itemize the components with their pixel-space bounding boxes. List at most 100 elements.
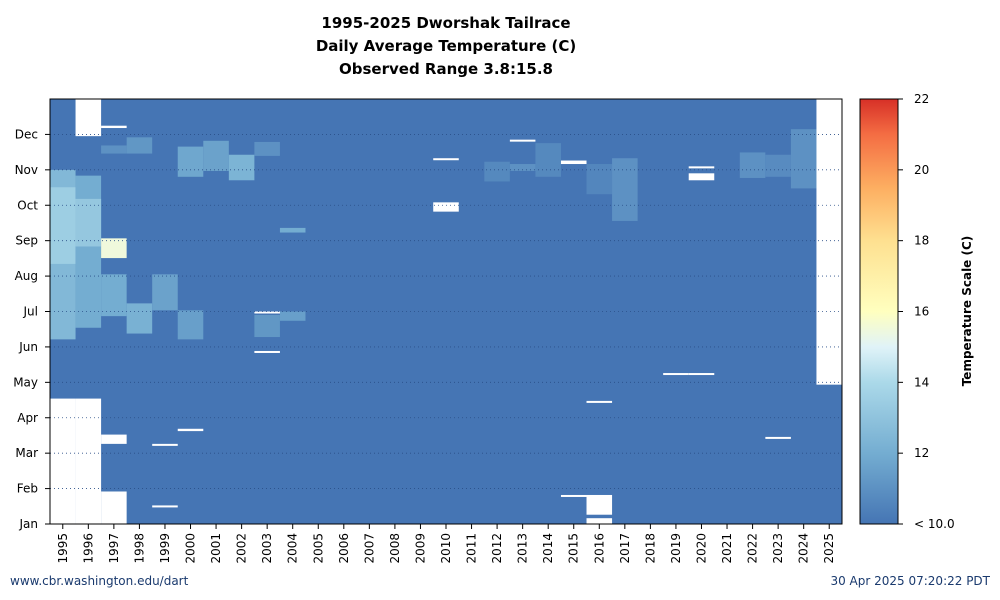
heatmap-band: [279, 227, 306, 233]
x-tick-label: 2014: [541, 533, 555, 564]
x-tick-label: 2017: [618, 533, 632, 564]
x-tick-label: 2007: [362, 533, 376, 564]
x-tick-label: 1996: [81, 533, 95, 564]
y-tick-label: Jul: [23, 305, 38, 319]
colorbar-tick-label: 18: [914, 234, 929, 248]
x-tick-label: 1999: [158, 533, 172, 564]
x-tick-label: 2008: [388, 533, 402, 564]
heatmap-band: [101, 145, 127, 154]
missing-data-cell: [765, 436, 791, 439]
heatmap-band: [586, 164, 613, 195]
heatmap-band: [254, 314, 280, 338]
missing-data-cell: [433, 202, 459, 212]
x-tick-label: 2023: [771, 533, 785, 564]
heatmap-band: [279, 311, 306, 321]
y-tick-label: Oct: [17, 198, 38, 212]
missing-data-cell: [75, 398, 102, 524]
heatmap-band: [101, 274, 127, 317]
x-tick-label: 2011: [465, 533, 479, 564]
colorbar: [859, 98, 899, 525]
missing-data-cell: [586, 494, 613, 515]
heatmap-band: [484, 161, 510, 182]
y-tick-label: Mar: [15, 446, 38, 460]
missing-data-cell: [177, 428, 204, 432]
missing-data-cell: [101, 125, 127, 129]
x-tick-label: 1995: [56, 533, 70, 564]
missing-data-cell: [560, 494, 587, 497]
x-tick-label: 2024: [797, 533, 811, 564]
heatmap-band: [509, 164, 536, 171]
heatmap-band: [101, 238, 127, 259]
x-tick-label: 2003: [260, 533, 274, 564]
title-line-3: Observed Range 3.8:15.8: [339, 60, 553, 78]
missing-data-cell: [688, 173, 715, 181]
heatmap-band: [177, 310, 204, 340]
missing-data-cell: [75, 99, 102, 137]
missing-data-cell: [586, 400, 613, 403]
x-tick-label: 2022: [746, 533, 760, 564]
colorbar-tick-label: 16: [914, 305, 929, 319]
missing-data-cell: [101, 434, 127, 444]
colorbar-tick-label: 12: [914, 446, 929, 460]
y-tick-label: Jan: [19, 517, 39, 531]
heatmap-band: [152, 274, 178, 311]
x-tick-label: 1998: [132, 533, 146, 564]
chart-title: 1995-2025 Dworshak Tailrace Daily Averag…: [50, 12, 842, 81]
y-tick-label: Feb: [17, 482, 38, 496]
x-tick-label: 2015: [567, 533, 581, 564]
missing-data-cell: [816, 99, 842, 385]
heatmap-band: [228, 154, 255, 181]
heatmap-band: [203, 140, 229, 171]
missing-data-cell: [586, 518, 613, 524]
heatmap-band: [50, 187, 76, 264]
x-tick-label: 2004: [286, 533, 300, 564]
missing-data-cell: [688, 373, 715, 376]
heatmap-band: [612, 158, 638, 221]
x-tick-label: 2019: [669, 533, 683, 564]
heatmap-band: [739, 152, 766, 178]
heatmap-band: [790, 129, 817, 189]
missing-data-cell: [560, 160, 587, 165]
x-tick-label: 2002: [235, 533, 249, 564]
heatmap-band: [177, 146, 204, 177]
x-tick-label: 2012: [490, 533, 504, 564]
missing-data-cell: [688, 166, 715, 169]
colorbar-tick-label: 22: [914, 92, 929, 106]
x-tick-label: 2016: [592, 533, 606, 564]
missing-data-cell: [433, 158, 459, 161]
missing-data-cell: [50, 398, 76, 524]
heatmap-band: [75, 175, 102, 328]
timestamp: 30 Apr 2025 07:20:22 PDT: [830, 574, 990, 588]
x-tick-label: 2021: [720, 533, 734, 564]
y-tick-label: Aug: [15, 269, 38, 283]
missing-data-cell: [663, 373, 689, 376]
y-tick-label: Nov: [15, 163, 38, 177]
x-tick-label: 2010: [439, 533, 453, 564]
heatmap-band: [765, 154, 791, 177]
y-tick-label: May: [13, 375, 38, 389]
y-tick-label: Jun: [18, 340, 38, 354]
missing-data-cell: [101, 491, 127, 524]
x-tick-label: 1997: [107, 533, 121, 564]
x-tick-label: 2001: [209, 533, 223, 564]
colorbar-tick-label: 20: [914, 163, 929, 177]
missing-data-cell: [152, 443, 178, 446]
missing-data-cell: [254, 311, 280, 314]
x-tick-label: 2018: [643, 533, 657, 564]
x-tick-label: 2025: [822, 533, 836, 564]
plot-frame: [49, 98, 843, 525]
title-line-2: Daily Average Temperature (C): [315, 37, 577, 55]
heatmap-band: [535, 143, 561, 177]
heatmap-band: [75, 198, 102, 247]
source-url[interactable]: www.cbr.washington.edu/dart: [10, 574, 189, 588]
colorbar-tick-label: < 10.0: [914, 517, 955, 531]
heatmap-band: [126, 303, 153, 334]
heatmap-band: [254, 141, 280, 156]
colorbar-label: Temperature Scale (C): [960, 236, 974, 387]
x-tick-label: 2020: [694, 533, 708, 564]
colorbar-tick-label: 14: [914, 375, 929, 389]
x-tick-label: 2006: [337, 533, 351, 564]
y-tick-label: Apr: [17, 411, 38, 425]
x-tick-label: 2000: [184, 533, 198, 564]
